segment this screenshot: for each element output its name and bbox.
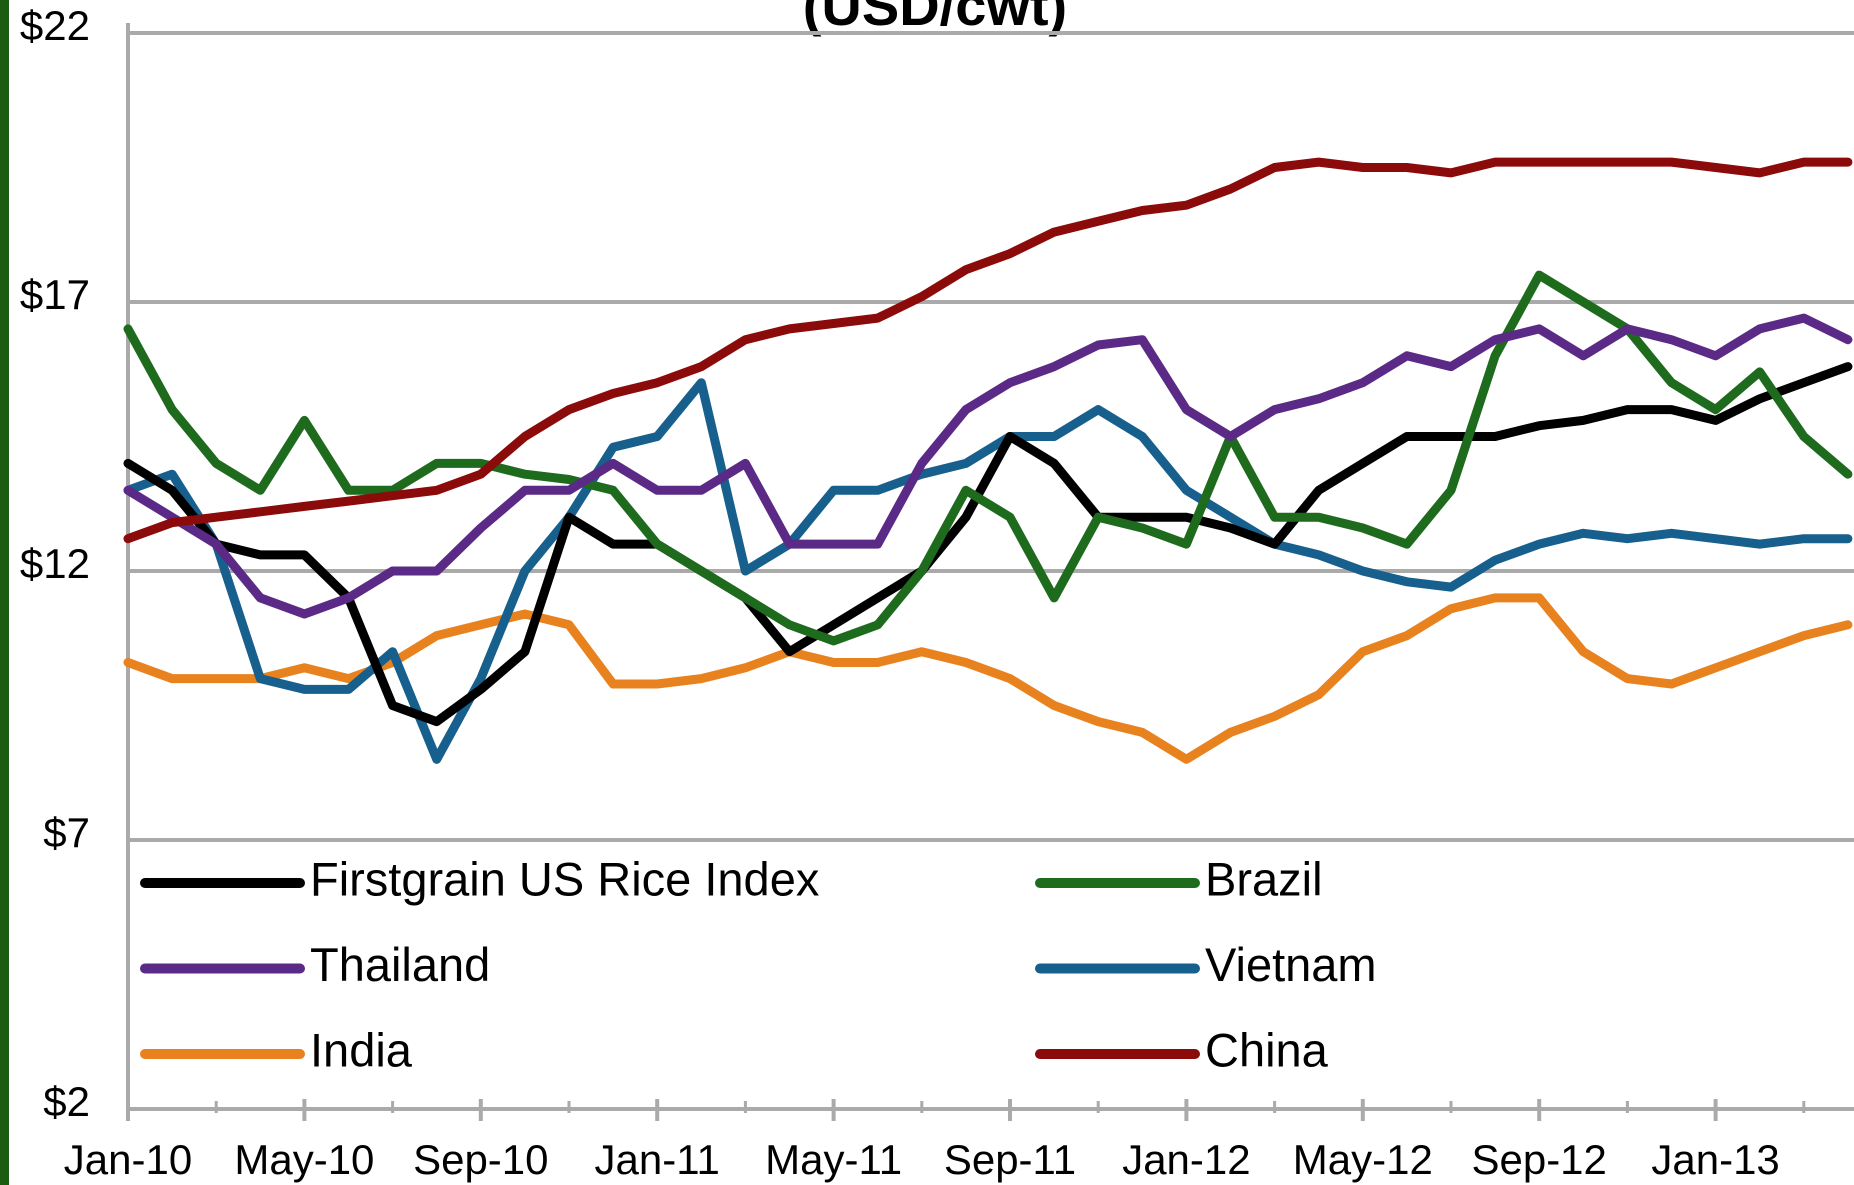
x-tick-label: Sep-12 <box>1471 1136 1606 1183</box>
y-tick-label: $17 <box>20 271 90 318</box>
x-tick-label: May-12 <box>1293 1136 1433 1183</box>
x-tick-label: May-11 <box>765 1136 902 1183</box>
series-line <box>123 593 1853 764</box>
legend-label: China <box>1205 1023 1329 1076</box>
y-tick-label: $7 <box>43 809 90 856</box>
y-tick-label: $2 <box>43 1078 90 1125</box>
legend-box <box>130 845 1830 1095</box>
side-bar <box>0 0 9 1185</box>
legend-label: India <box>310 1023 413 1076</box>
legend-label: Thailand <box>310 938 490 991</box>
legend-label: Vietnam <box>1205 938 1377 991</box>
chart-title: (USD/cwt) <box>803 0 1067 37</box>
series-line <box>123 362 1853 727</box>
x-tick-label: Sep-11 <box>944 1136 1076 1183</box>
x-tick-label: May-10 <box>234 1136 374 1183</box>
series-line <box>123 270 1853 646</box>
x-tick-label: Jan-10 <box>64 1136 192 1183</box>
y-tick-label: $12 <box>20 540 90 587</box>
series-line <box>123 157 1853 544</box>
x-tick-label: Jan-11 <box>595 1136 720 1183</box>
legend-label: Firstgrain US Rice Index <box>310 852 819 905</box>
series-line <box>123 313 1853 619</box>
series-line <box>123 378 1853 764</box>
x-tick-label: Jan-12 <box>1122 1136 1250 1183</box>
legend-label: Brazil <box>1205 852 1323 905</box>
y-tick-label: $22 <box>20 2 90 49</box>
x-tick-label: Jan-13 <box>1651 1136 1779 1183</box>
x-tick-label: Sep-10 <box>413 1136 548 1183</box>
